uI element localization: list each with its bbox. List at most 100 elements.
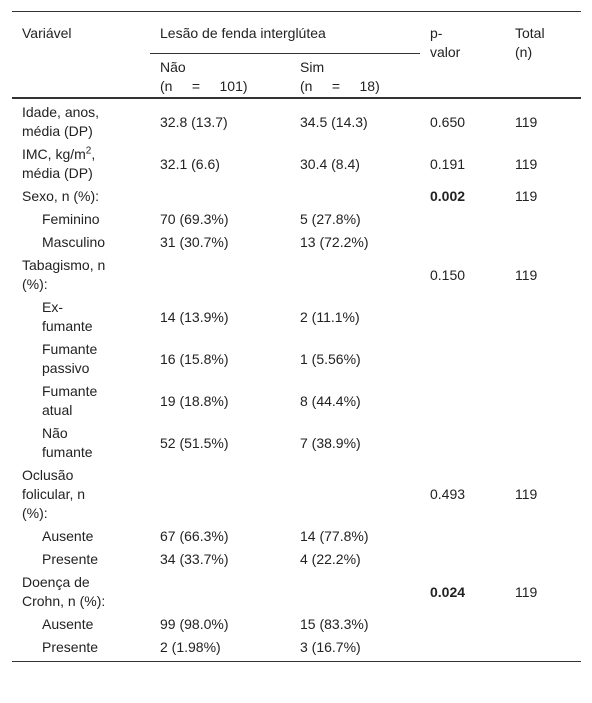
cell-no: 14 (13.9%)	[150, 296, 290, 338]
value-yes: 2 (11.1%)	[300, 308, 360, 325]
row-label-cell: Fumante atual	[12, 380, 150, 422]
data-table: Variável Lesão de fenda interglútea p-va…	[12, 11, 581, 662]
value-total: 119	[515, 583, 538, 600]
cell-yes	[290, 571, 420, 613]
value-no: 31 (30.7%)	[160, 234, 229, 250]
row-label: Não fumante	[42, 425, 93, 460]
value-yes: 1 (5.56%)	[300, 350, 361, 367]
cell-yes: 15 (83.3%)	[290, 613, 420, 636]
row-label-cell: Doença de Crohn, n (%):	[12, 571, 150, 613]
header-group: Lesão de fenda interglútea	[150, 11, 420, 54]
row-label: Idade, anos, média (DP)	[22, 104, 100, 139]
row-label-cell: Fumante passivo	[12, 338, 150, 380]
row-label: Ausente	[42, 616, 94, 632]
row-label-cell: Ausente	[12, 525, 150, 548]
cell-no: 19 (18.8%)	[150, 380, 290, 422]
value-p: 0.191	[430, 155, 466, 172]
row-label: Doença de Crohn, n (%):	[22, 574, 106, 609]
row-label-cell: Presente	[12, 548, 150, 571]
value-no: 2 (1.98%)	[160, 639, 221, 655]
cell-no	[150, 254, 290, 296]
value-no: 32.8 (13.7)	[160, 113, 228, 130]
row-label: Fumante passivo	[42, 341, 98, 376]
row-label: Fumante atual	[42, 383, 98, 418]
cell-yes: 30.4 (8.4)	[290, 143, 420, 185]
value-total: 119	[515, 486, 538, 502]
cell-yes	[290, 464, 420, 525]
cell-yes: 3 (16.7%)	[290, 636, 420, 662]
cell-total	[505, 636, 581, 662]
row-label-cell: IMC, kg/m2, média (DP)	[12, 143, 150, 185]
value-no: 99 (98.0%)	[160, 616, 229, 632]
cell-p	[420, 380, 505, 422]
table-row: Ex-fumante 14 (13.9%) 2 (11.1%)	[12, 296, 581, 338]
value-yes: 8 (44.4%)	[300, 392, 361, 409]
value-no: 67 (66.3%)	[160, 528, 229, 544]
value-p: 0.650	[430, 113, 466, 130]
cell-no: 52 (51.5%)	[150, 422, 290, 464]
cell-p	[420, 636, 505, 662]
header-p-cell: p-valor	[420, 12, 505, 99]
cell-p	[420, 548, 505, 571]
value-yes: 4 (22.2%)	[300, 551, 361, 567]
cell-yes: 14 (77.8%)	[290, 525, 420, 548]
value-yes: 34.5 (14.3)	[300, 113, 368, 130]
row-label: Masculino	[42, 234, 106, 250]
value-yes: 3 (16.7%)	[300, 639, 361, 655]
row-label: IMC, kg/m	[22, 146, 86, 162]
cell-no: 2 (1.98%)	[150, 636, 290, 662]
cell-total	[505, 296, 581, 338]
row-label: Feminino	[42, 211, 100, 227]
row-label-cell: Não fumante	[12, 422, 150, 464]
cell-no: 99 (98.0%)	[150, 613, 290, 636]
header-no-n: (n = 101)	[160, 78, 248, 94]
table-row: Doença de Crohn, n (%): 0.024 119	[12, 571, 581, 613]
cell-total	[505, 525, 581, 548]
value-p: 0.002	[430, 188, 466, 204]
cell-total	[505, 208, 581, 231]
cell-no	[150, 571, 290, 613]
table-row: Fumante atual 19 (18.8%) 8 (44.4%)	[12, 380, 581, 422]
cell-yes: 8 (44.4%)	[290, 380, 420, 422]
header-total-cell: Total (n)	[505, 12, 581, 99]
row-label-after: , média (DP)	[22, 146, 96, 181]
cell-p: 0.002	[420, 185, 505, 208]
table-row: Sexo, n (%): 0.002 119	[12, 185, 581, 208]
table-row: Idade, anos, média (DP) 32.8 (13.7) 34.5 (…	[12, 98, 581, 143]
value-no: 70 (69.3%)	[160, 211, 229, 227]
cell-yes: 34.5 (14.3)	[290, 98, 420, 143]
cell-yes	[290, 185, 420, 208]
table-header: Variável Lesão de fenda interglútea p-va…	[12, 11, 581, 99]
value-no: 52 (51.5%)	[160, 434, 229, 451]
cell-yes: 13 (72.2%)	[290, 231, 420, 254]
header-row: Não (n = 101) Sim (n = 18)	[12, 54, 581, 99]
row-label: Tabagismo, n (%):	[22, 257, 106, 292]
row-label-cell: Masculino	[12, 231, 150, 254]
header-variable: Variável	[22, 25, 72, 41]
value-p: 0.024	[430, 583, 466, 600]
cell-no	[150, 464, 290, 525]
cell-p	[420, 208, 505, 231]
table-row: Oclusão folicular, n (%): 0.493 119	[12, 464, 581, 525]
header-yes-cell: Sim (n = 18)	[290, 54, 420, 99]
row-label-cell: Oclusão folicular, n (%):	[12, 464, 150, 525]
cell-total	[505, 231, 581, 254]
row-label: Ausente	[42, 528, 94, 544]
cell-yes: 4 (22.2%)	[290, 548, 420, 571]
table-row: Fumante passivo 16 (15.8%) 1 (5.56%)	[12, 338, 581, 380]
value-yes: 5 (27.8%)	[300, 211, 361, 227]
cell-p	[420, 422, 505, 464]
cell-yes: 7 (38.9%)	[290, 422, 420, 464]
table-row: Não fumante 52 (51.5%) 7 (38.9%)	[12, 422, 581, 464]
table-body: Idade, anos, média (DP) 32.8 (13.7) 34.5 (…	[12, 98, 581, 662]
row-label-cell: Idade, anos, média (DP)	[12, 98, 150, 143]
row-label-cell: Ausente	[12, 613, 150, 636]
cell-no: 32.8 (13.7)	[150, 98, 290, 143]
header-yes-n: (n = 18)	[300, 78, 380, 94]
cell-total	[505, 548, 581, 571]
cell-p	[420, 525, 505, 548]
value-total: 119	[515, 155, 538, 172]
value-total: 119	[515, 266, 538, 283]
row-label-cell: Tabagismo, n (%):	[12, 254, 150, 296]
